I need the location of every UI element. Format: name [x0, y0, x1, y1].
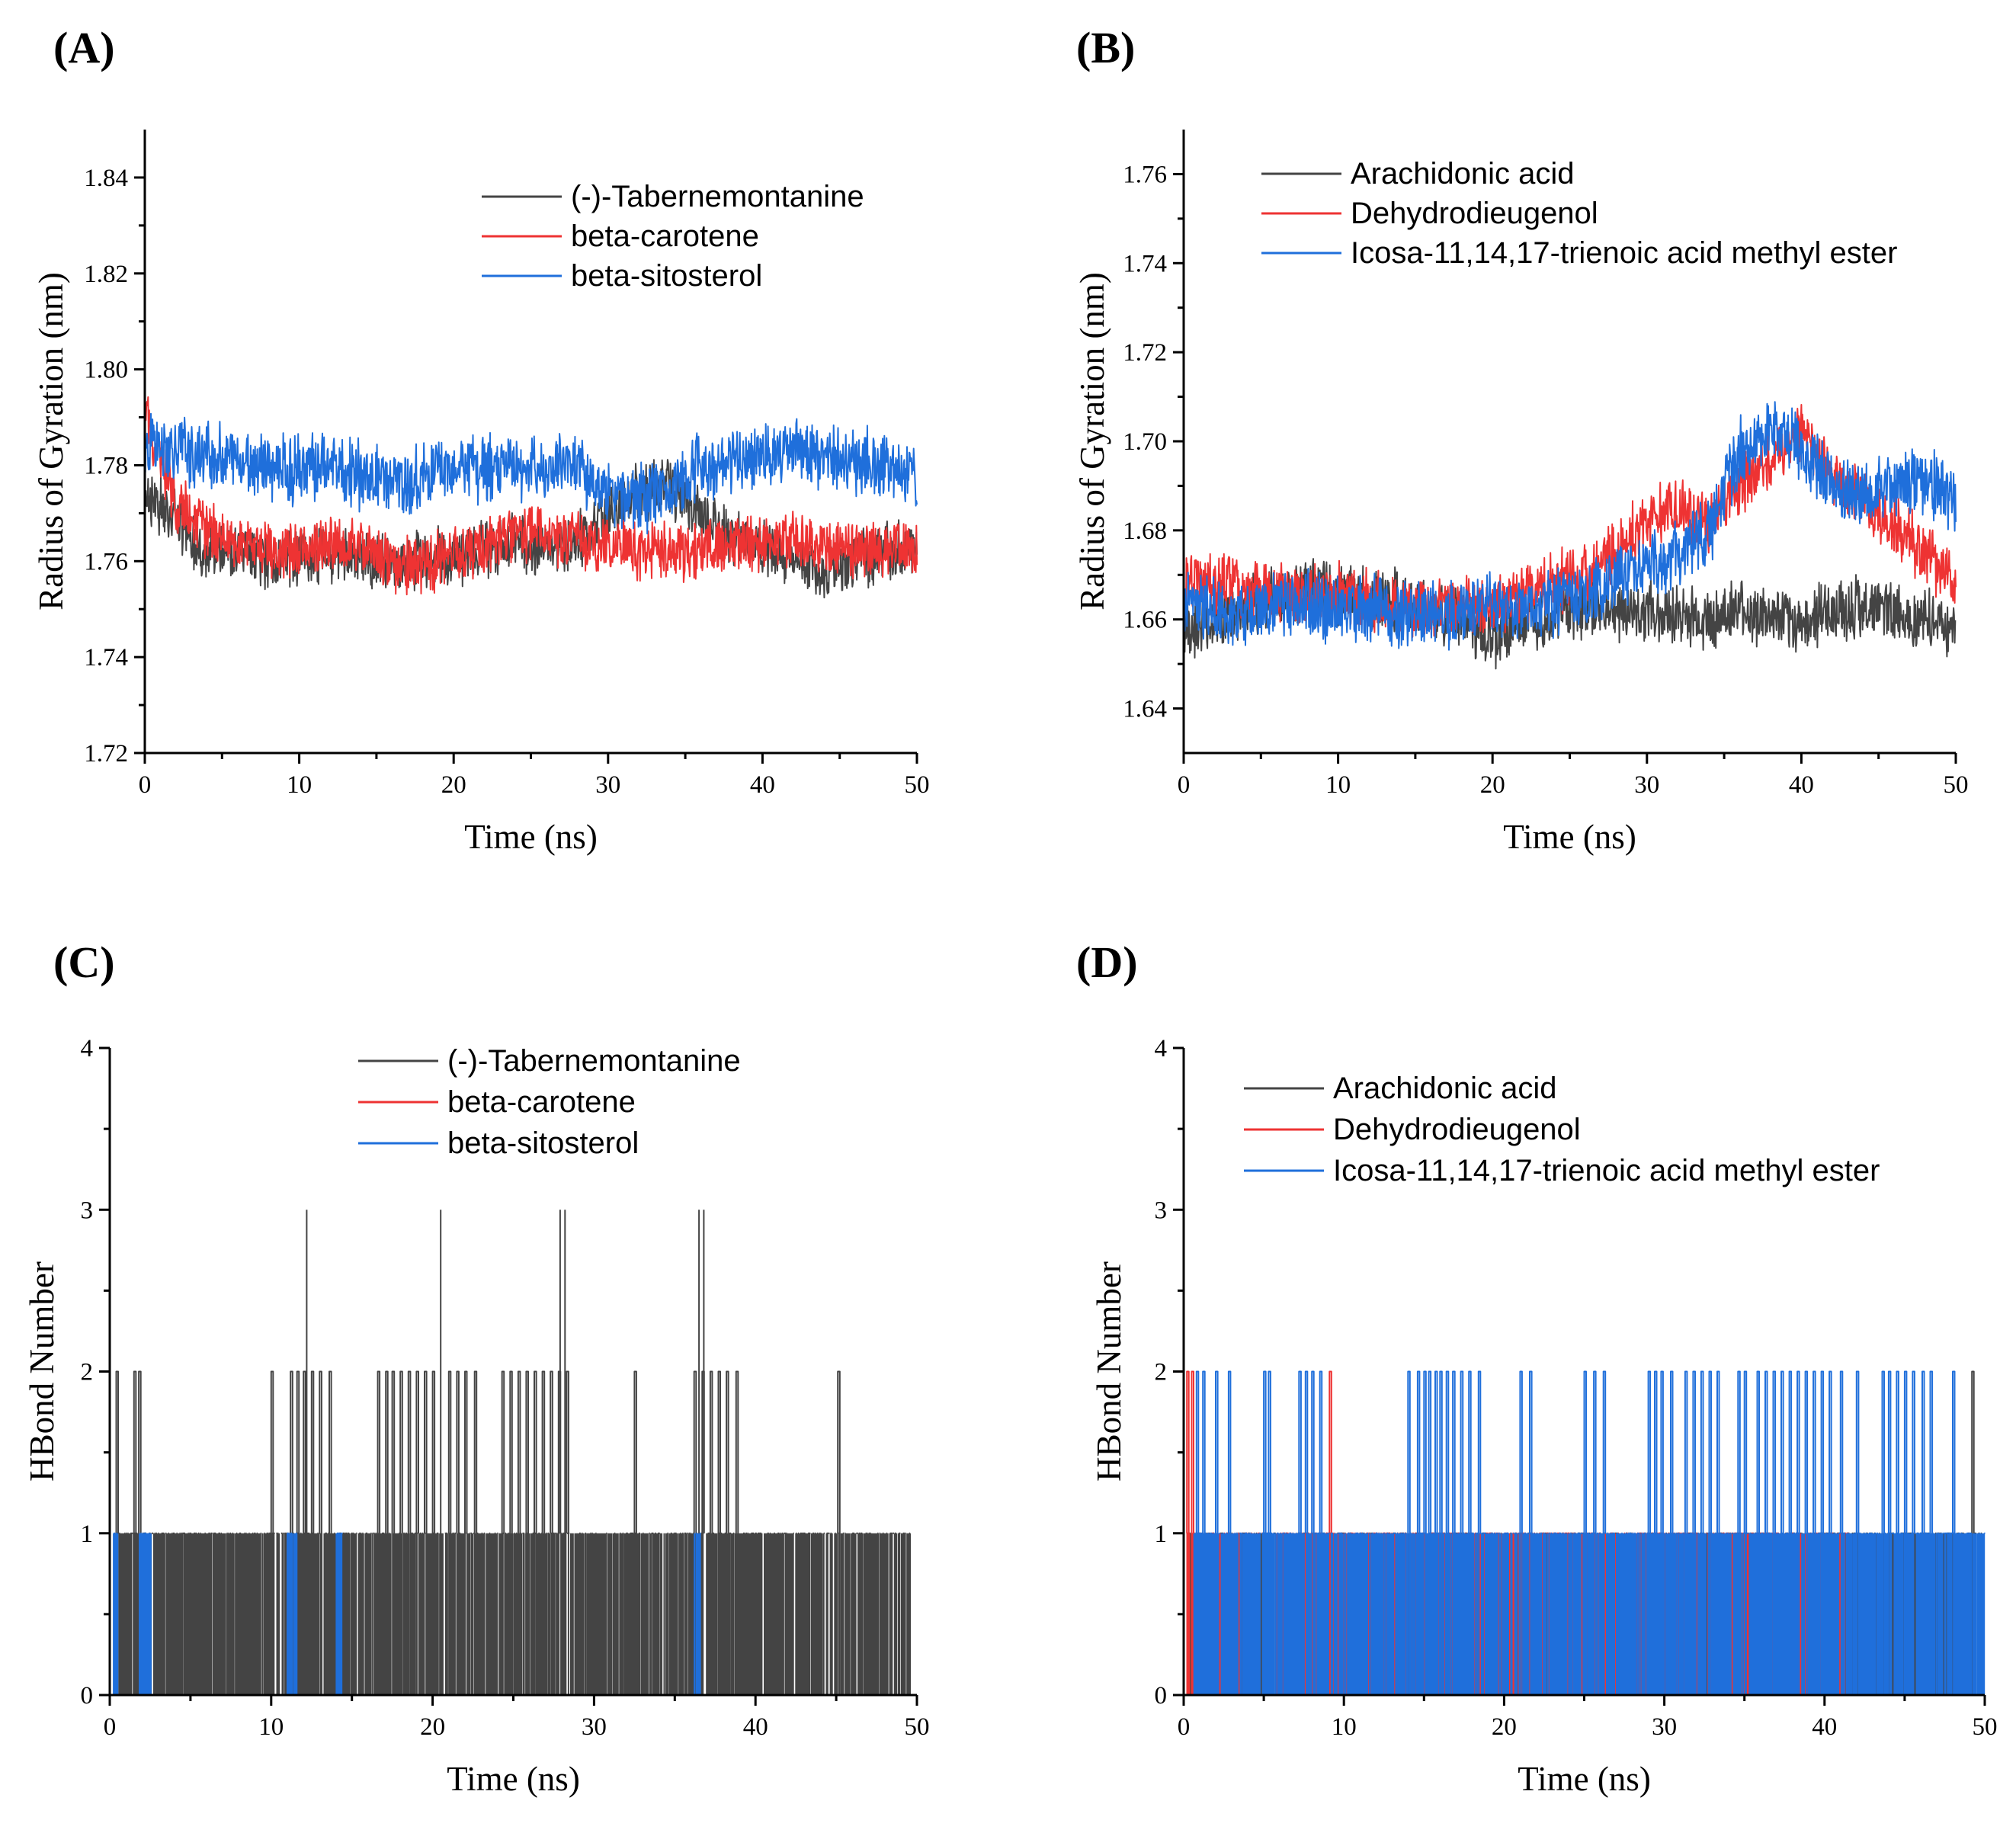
series-line-2 [144, 396, 918, 596]
chart-a: 0 10 20 30 40 50 1.72 1.74 1.76 1.78 1.80 1.82 1.84 T… [32, 130, 930, 856]
x-axis-title: Time (ns) [447, 1760, 580, 1798]
legend: (-)-Tabernemontanine beta-carotene beta-si… [482, 180, 864, 293]
legend-label: beta-carotene [571, 220, 759, 253]
legend-label: Icosa-11,14,17-trienoic acid methyl este… [1333, 1154, 1880, 1187]
panel-a: (A) [53, 23, 115, 72]
y-tick-label: 1.82 [84, 261, 128, 288]
x-tick-label: 30 [595, 771, 620, 799]
y-tick-label: 1.66 [1123, 607, 1167, 634]
x-tick-label: 0 [1178, 1713, 1191, 1741]
series-group [144, 396, 918, 599]
x-tick-label: 50 [1944, 771, 1969, 799]
y-tick-label: 1.64 [1123, 696, 1167, 723]
series-line-3 [1183, 401, 1957, 651]
x-axis-title: Time (ns) [1503, 818, 1636, 856]
y-tick-label: 3 [1155, 1197, 1168, 1224]
y-tick-label: 0 [1155, 1682, 1168, 1710]
y-tick-label: 1.84 [84, 165, 128, 192]
x-tick-label: 0 [1178, 771, 1191, 799]
x-tick-label: 40 [750, 771, 775, 799]
series-line-3 [1193, 1370, 1986, 1695]
y-tick-label: 1 [81, 1521, 94, 1548]
legend-label: beta-sitosterol [447, 1126, 639, 1160]
x-axis-title: Time (ns) [1518, 1760, 1651, 1798]
y-axis-title: Radius of Gyration (nm) [32, 272, 70, 610]
x-tick-label: 20 [1492, 1713, 1517, 1741]
y-axis-title: HBond Number [1090, 1261, 1128, 1482]
y-tick-label: 3 [81, 1197, 94, 1224]
chart-c: 0 10 20 30 40 50 0 1 2 3 4 Time (ns) HBond Number (-)… [23, 1035, 930, 1798]
y-tick-label: 1.72 [1123, 339, 1167, 367]
legend-label: (-)-Tabernemontanine [571, 180, 864, 213]
x-tick-label: 30 [1652, 1713, 1677, 1741]
series-group [1186, 1370, 1986, 1695]
y-tick-label: 4 [81, 1035, 94, 1062]
legend-label: beta-sitosterol [571, 259, 762, 293]
y-tick-label: 1.76 [84, 548, 128, 575]
x-tick-label: 0 [139, 771, 152, 799]
y-axis-title: Radius of Gyration (nm) [1073, 272, 1111, 610]
legend: Arachidonic acid Dehydrodieugenol Icosa-11… [1261, 157, 1897, 270]
x-tick-label: 20 [1480, 771, 1505, 799]
legend-label: Arachidonic acid [1351, 157, 1575, 191]
panel-label-d: (D) [1076, 937, 1138, 987]
chart-d: 0 10 20 30 40 50 0 1 2 3 4 Time (ns) HBond Number Ara… [1090, 1035, 1998, 1798]
legend-label: Icosa-11,14,17-trienoic acid methyl este… [1351, 236, 1897, 270]
x-tick-label: 40 [1789, 771, 1814, 799]
legend-label: (-)-Tabernemontanine [447, 1044, 741, 1078]
y-tick-label: 2 [81, 1359, 94, 1386]
legend-label: beta-carotene [447, 1085, 636, 1119]
panel-label-c: (C) [53, 937, 115, 987]
x-tick-label: 40 [743, 1713, 768, 1741]
x-tick-label: 50 [1973, 1713, 1998, 1741]
y-tick-label: 1.80 [84, 357, 128, 384]
series-group [113, 1210, 911, 1695]
y-tick-label: 2 [1155, 1359, 1168, 1386]
panel-b: (B) [1076, 23, 1135, 72]
series-line-1 [114, 1210, 911, 1695]
x-tick-label: 20 [420, 1713, 445, 1741]
chart-b: 0 10 20 30 40 50 1.64 1.66 1.68 1.70 1.72 1.74 1.76 T… [1073, 130, 1969, 856]
y-tick-label: 4 [1155, 1035, 1168, 1062]
series-group [1183, 401, 1957, 670]
y-axis-title: HBond Number [23, 1261, 61, 1482]
panel-d: (D) [1076, 937, 1138, 987]
series-line-3 [144, 412, 918, 535]
y-tick-label: 1.72 [84, 740, 128, 767]
x-tick-label: 30 [582, 1713, 607, 1741]
y-tick-label: 0 [81, 1682, 94, 1710]
y-tick-label: 1.74 [84, 644, 128, 671]
series-line-3 [113, 1532, 701, 1695]
y-tick-label: 1.78 [84, 452, 128, 479]
x-tick-label: 10 [1332, 1713, 1357, 1741]
x-tick-label: 10 [287, 771, 312, 799]
x-tick-label: 10 [1325, 771, 1351, 799]
x-tick-label: 20 [441, 771, 466, 799]
x-tick-label: 50 [905, 771, 930, 799]
legend-label: Dehydrodieugenol [1333, 1113, 1581, 1146]
legend-label: Dehydrodieugenol [1351, 197, 1598, 230]
x-tick-label: 10 [258, 1713, 284, 1741]
x-axis-title: Time (ns) [464, 818, 598, 856]
panel-label-b: (B) [1076, 23, 1135, 72]
x-tick-label: 40 [1812, 1713, 1837, 1741]
y-tick-label: 1 [1155, 1521, 1168, 1548]
legend: (-)-Tabernemontanine beta-carotene beta-si… [358, 1044, 741, 1160]
y-tick-label: 1.70 [1123, 428, 1167, 456]
y-tick-label: 1.74 [1123, 250, 1167, 277]
y-tick-label: 1.76 [1123, 161, 1167, 188]
x-tick-label: 30 [1634, 771, 1659, 799]
legend-label: Arachidonic acid [1333, 1072, 1557, 1105]
panel-c: (C) [53, 937, 115, 987]
legend: Arachidonic acid Dehydrodieugenol Icosa-11… [1244, 1072, 1880, 1187]
y-tick-label: 1.68 [1123, 518, 1167, 545]
panel-label-a: (A) [53, 23, 115, 72]
x-tick-label: 0 [104, 1713, 117, 1741]
x-tick-label: 50 [905, 1713, 930, 1741]
charts-root: 0 10 20 30 40 501.721.741.761.781.801.821.84T… [23, 130, 1998, 1798]
